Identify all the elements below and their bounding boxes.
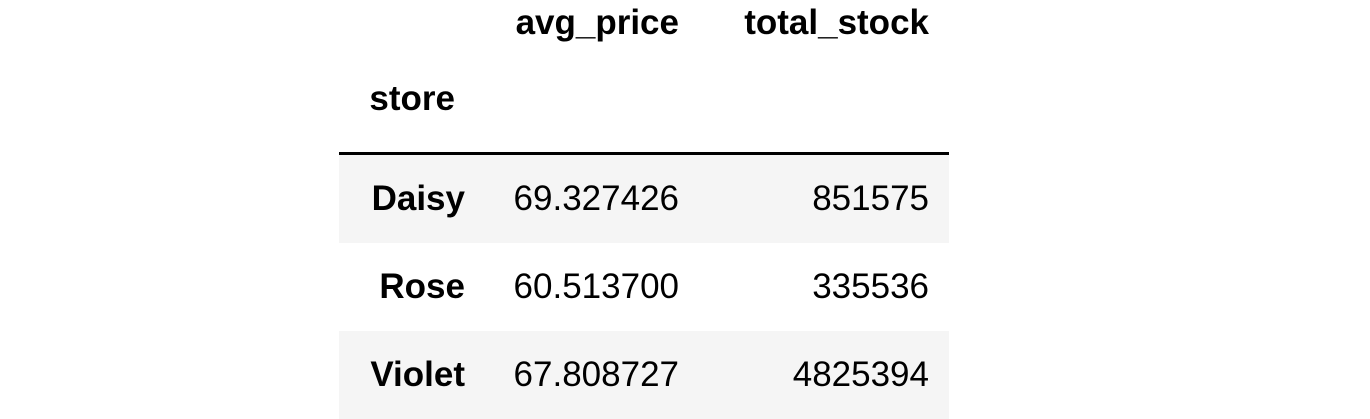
table-row: Violet 67.808727 4825394	[339, 331, 949, 419]
column-header-row: avg_price total_stock	[339, 0, 949, 46]
avg-price-cell: 69.327426	[477, 154, 699, 244]
total-stock-cell: 4825394	[699, 331, 949, 419]
dataframe-table: avg_price total_stock store Daisy 69.327…	[339, 0, 949, 419]
table-header: avg_price total_stock store	[339, 0, 949, 154]
table-body: Daisy 69.327426 851575 Rose 60.513700 33…	[339, 154, 949, 419]
column-header-avg-price: avg_price	[477, 0, 699, 46]
index-row-blank-cell	[699, 46, 949, 154]
index-name-row: store	[339, 46, 949, 154]
table-row: Daisy 69.327426 851575	[339, 154, 949, 244]
avg-price-cell: 67.808727	[477, 331, 699, 419]
row-index-label: Daisy	[339, 154, 477, 244]
column-header-total-stock: total_stock	[699, 0, 949, 46]
row-index-label: Violet	[339, 331, 477, 419]
index-name-header: store	[339, 46, 477, 154]
index-row-blank-cell	[477, 46, 699, 154]
total-stock-cell: 335536	[699, 243, 949, 331]
total-stock-cell: 851575	[699, 154, 949, 244]
dataframe-output: avg_price total_stock store Daisy 69.327…	[339, 0, 949, 414]
table-row: Rose 60.513700 335536	[339, 243, 949, 331]
header-corner-cell	[339, 0, 477, 46]
row-index-label: Rose	[339, 243, 477, 331]
avg-price-cell: 60.513700	[477, 243, 699, 331]
